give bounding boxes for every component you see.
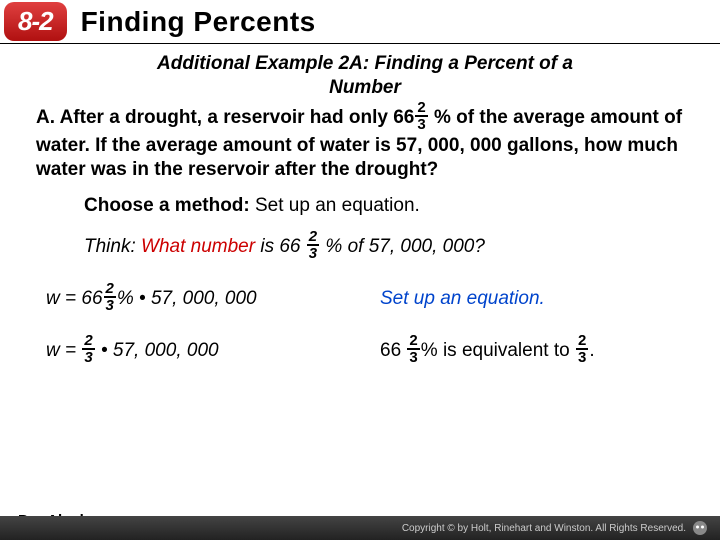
think-line: Think: What number is 66 23 % of 57, 000… <box>84 231 694 263</box>
header: 8-2 Finding Percents <box>0 0 720 44</box>
eq2-rhs-frac1: 23 <box>407 333 419 365</box>
lesson-badge: 8-2 <box>4 2 67 41</box>
footer-bar: Copyright © by Holt, Rinehart and Winsto… <box>0 516 720 540</box>
problem-pct: % <box>434 107 451 128</box>
subtitle-line1: Additional Example 2A: Finding a Percent… <box>157 53 573 74</box>
choose-rest: Set up an equation. <box>250 195 420 216</box>
eq1-frac: 23 <box>104 281 116 313</box>
copyright-text: Copyright © by Holt, Rinehart and Winsto… <box>402 523 686 534</box>
eq2-after: • 57, 000, 000 <box>96 340 219 361</box>
problem-label: A. <box>36 107 55 128</box>
eq2-rhs: 66 23% is equivalent to 23. <box>376 335 595 367</box>
example-subtitle: Additional Example 2A: Finding a Percent… <box>36 52 694 100</box>
problem-before: After a drought, a reservoir had only 66 <box>60 107 415 128</box>
eq2-lhs: w = 23 • 57, 000, 000 <box>36 335 376 367</box>
eq2-rhs-before: 66 <box>380 340 406 361</box>
eq2-rhs-frac2: 23 <box>576 333 588 365</box>
choose-method: Choose a method: Set up an equation. <box>84 195 694 217</box>
equation-row-2: w = 23 • 57, 000, 000 66 23% is equivale… <box>36 335 694 367</box>
choose-bold: Choose a method: <box>84 195 250 216</box>
eq1-lhs: w = 6623% • 57, 000, 000 <box>36 283 376 315</box>
eq1-after: % • 57, 000, 000 <box>117 288 257 309</box>
fraction-think: 23 <box>307 229 319 261</box>
content: Additional Example 2A: Finding a Percent… <box>0 44 720 367</box>
equation-row-1: w = 6623% • 57, 000, 000 Set up an equat… <box>36 283 694 315</box>
eq2-before: w = <box>46 340 81 361</box>
owl-icon <box>692 520 708 536</box>
eq2-rhs-after: . <box>589 340 594 361</box>
lesson-title: Finding Percents <box>81 6 316 38</box>
problem-text: A. After a drought, a reservoir had only… <box>36 102 694 183</box>
think-prefix: Think: <box>84 236 141 257</box>
fraction-2-3: 23 <box>415 100 427 132</box>
subtitle-line2: Number <box>329 77 401 98</box>
eq2-rhs-mid: % is equivalent to <box>421 340 575 361</box>
think-red: What number <box>141 236 255 257</box>
think-suffix: % of 57, 000, 000? <box>320 236 485 257</box>
think-mid: is 66 <box>255 236 306 257</box>
eq1-rhs: Set up an equation. <box>376 288 545 310</box>
eq1-before: w = 66 <box>46 288 103 309</box>
eq2-frac: 23 <box>82 333 94 365</box>
